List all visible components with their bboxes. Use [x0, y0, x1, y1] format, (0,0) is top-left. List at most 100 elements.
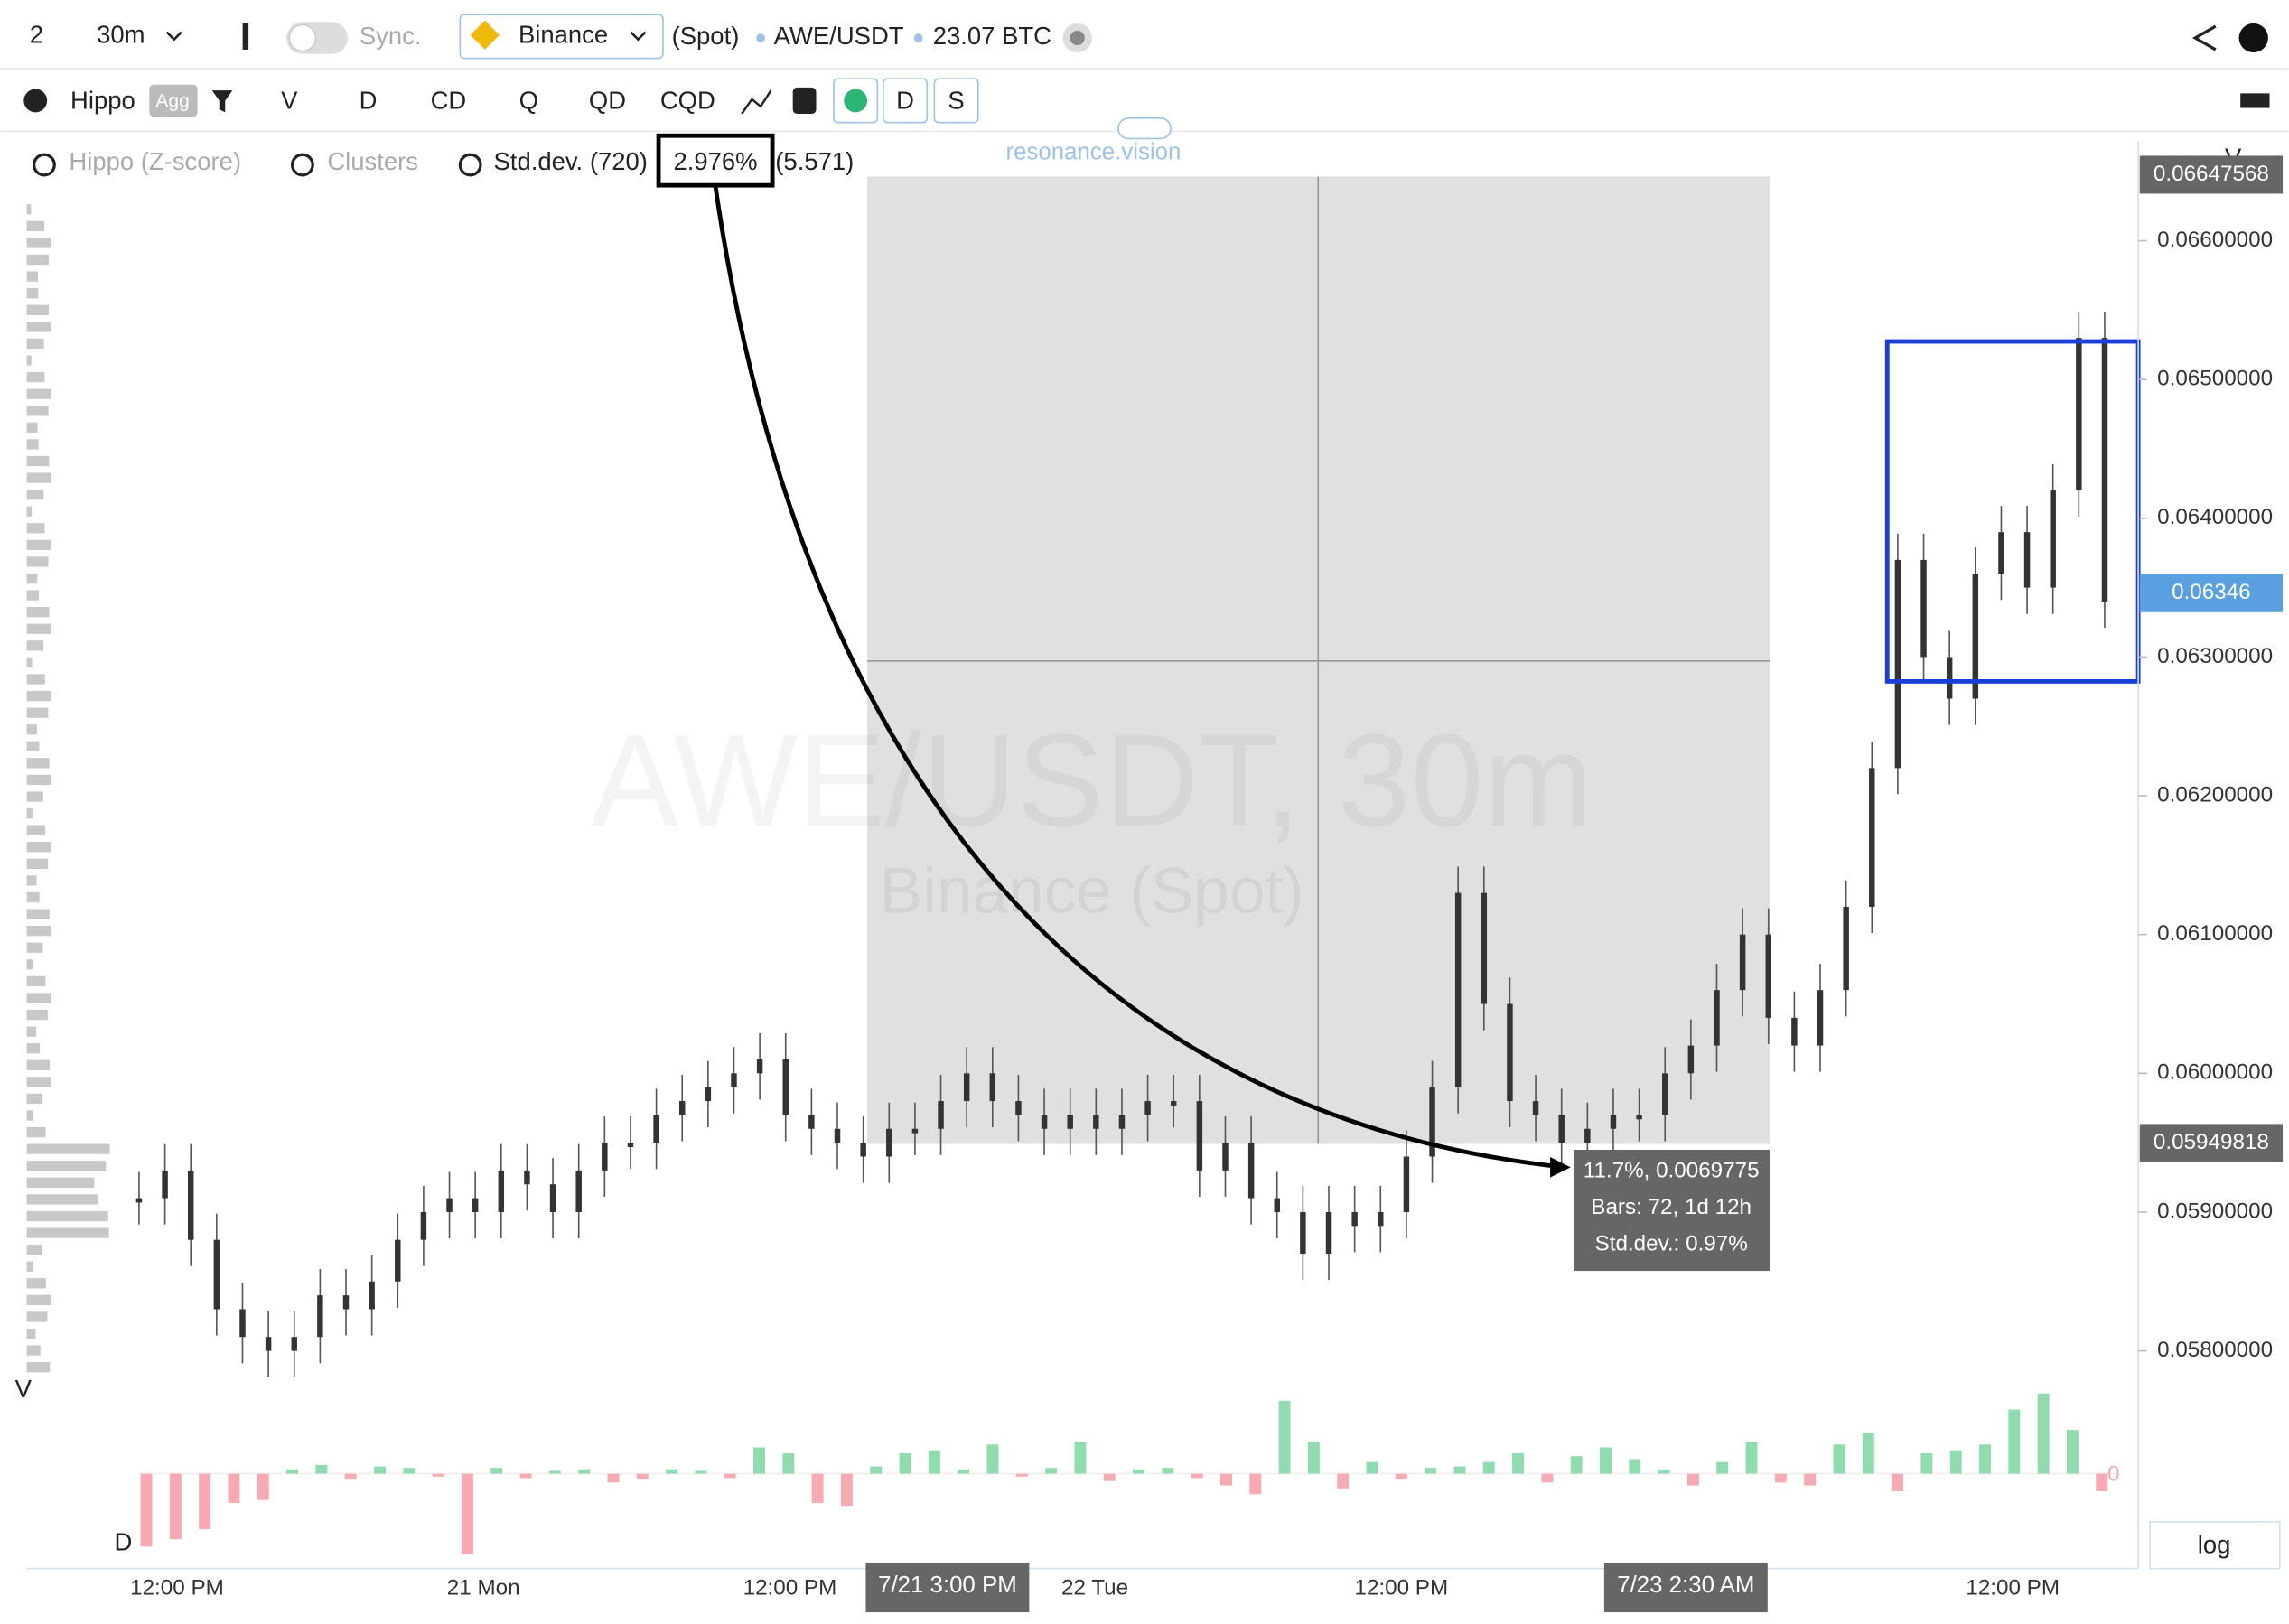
candle-body: [369, 1281, 375, 1310]
arrow: [713, 186, 1565, 1170]
eye-icon[interactable]: [458, 153, 482, 177]
pane-v: V: [15, 1375, 33, 1403]
delta-bar: [432, 1473, 444, 1477]
delta-bar: [986, 1444, 999, 1474]
candle-body: [627, 1143, 634, 1147]
profile-bar: [26, 573, 38, 584]
candle-body: [1661, 1073, 1668, 1115]
candle-body: [1041, 1115, 1048, 1129]
delta-bar: [199, 1473, 211, 1529]
candle-body: [653, 1115, 659, 1143]
watermark-exchange: Binance (Spot): [880, 856, 1304, 928]
market: (Spot): [672, 22, 740, 50]
toolbar-button[interactable]: D: [360, 86, 378, 114]
candle-body: [1429, 1087, 1435, 1157]
s-button[interactable]: [933, 78, 979, 124]
profile-bar: [26, 791, 43, 802]
candle-body: [162, 1170, 168, 1199]
profile-bar: [26, 472, 51, 483]
candle-body: [1507, 1003, 1513, 1102]
candle-body: [498, 1170, 505, 1212]
site: resonance.vision: [1006, 139, 1182, 164]
price-label-box: [2139, 155, 2284, 194]
time-label: 7/23 2:30 AM: [1617, 1573, 1754, 1598]
agg-badge[interactable]: [149, 84, 198, 117]
filter-icon[interactable]: [211, 90, 233, 113]
eye-icon[interactable]: [33, 153, 56, 177]
measure-line: 11.7%, 0.0069775: [1584, 1159, 1760, 1183]
layout-button[interactable]: 2: [30, 21, 43, 49]
delta-bar: [490, 1468, 503, 1474]
toolbar-button[interactable]: Q: [519, 86, 538, 114]
delta-bar: [403, 1468, 416, 1474]
candle-body: [1714, 990, 1720, 1046]
profile-bar: [26, 1261, 34, 1272]
toolbar-button[interactable]: V: [281, 86, 298, 114]
chart-icon[interactable]: [741, 89, 772, 115]
delta-bar: [1512, 1452, 1525, 1474]
candle-body: [1481, 892, 1488, 1004]
toolbar-button[interactable]: CQD: [660, 86, 715, 114]
profile-bar: [26, 1026, 37, 1037]
candle-body: [135, 1198, 143, 1203]
toolbar-button[interactable]: QD: [589, 86, 626, 114]
legend-clusters: Clusters: [327, 147, 418, 175]
log-button[interactable]: [2149, 1521, 2281, 1570]
help-icon[interactable]: [2238, 23, 2268, 53]
d-button[interactable]: [883, 78, 929, 124]
profile-bar: [26, 1043, 41, 1054]
profile-bar: [26, 891, 40, 903]
profile-bar: [26, 926, 51, 937]
eye-icon[interactable]: [290, 153, 314, 177]
profile-bar: [26, 1345, 41, 1356]
delta-bar: [1133, 1469, 1144, 1474]
candle-body: [1325, 1211, 1332, 1255]
delta-bar: [1220, 1473, 1232, 1486]
candle-body: [731, 1073, 737, 1087]
candle-body: [1610, 1115, 1617, 1129]
profile-bar: [26, 942, 43, 953]
settings-icon[interactable]: [23, 89, 48, 113]
profile-bar: [26, 1143, 110, 1154]
delta-bar: [1979, 1444, 1991, 1474]
profile-bar: [26, 690, 51, 702]
button-group: V D CD Q QD CQD: [281, 86, 715, 114]
profile-bar: [26, 1362, 51, 1373]
delta-bar: [548, 1470, 561, 1474]
stddev-extra: (5.571): [775, 147, 854, 175]
delta-bar: [1453, 1466, 1466, 1474]
ruler-icon[interactable]: [2240, 93, 2270, 108]
delta-bar: [928, 1450, 940, 1474]
measure-tooltip: [1573, 1149, 1771, 1272]
doc-icon[interactable]: [792, 87, 817, 115]
share-icon[interactable]: [2191, 24, 2217, 51]
delta-bar: [461, 1473, 473, 1554]
candle-body: [1378, 1211, 1384, 1227]
interval-select[interactable]: 30m: [97, 21, 145, 49]
price-tick-label: 0.05900000: [2157, 1199, 2273, 1223]
candle-body: [602, 1143, 608, 1171]
candle-body: [317, 1295, 323, 1338]
candle-body: [1093, 1115, 1099, 1129]
delta-bar: [315, 1464, 328, 1474]
delta-bar: [1804, 1473, 1817, 1486]
delta-bar: [724, 1473, 736, 1479]
candle-body: [1118, 1115, 1126, 1129]
indicator: Hippo: [70, 86, 135, 114]
candle-body: [239, 1309, 246, 1338]
legend-hippo: Hippo (Z-score): [69, 147, 241, 175]
candle-body: [1739, 934, 1746, 991]
dot: [756, 33, 765, 42]
collapse-button[interactable]: [1117, 117, 1172, 140]
delta-zero: 0: [2107, 1462, 2119, 1487]
price-tick-label: 0.06500000: [2157, 367, 2273, 391]
candle-body: [265, 1337, 272, 1351]
delta-bar: [1425, 1468, 1437, 1474]
profile-bar: [26, 1244, 42, 1255]
profile-bar: [26, 371, 45, 383]
profile-bar: [26, 1294, 51, 1306]
profile-bar: [26, 1093, 43, 1105]
price-tick-label: 0.06600000: [2157, 228, 2273, 252]
toolbar-button[interactable]: CD: [431, 86, 467, 114]
exchange-select[interactable]: [459, 14, 664, 60]
